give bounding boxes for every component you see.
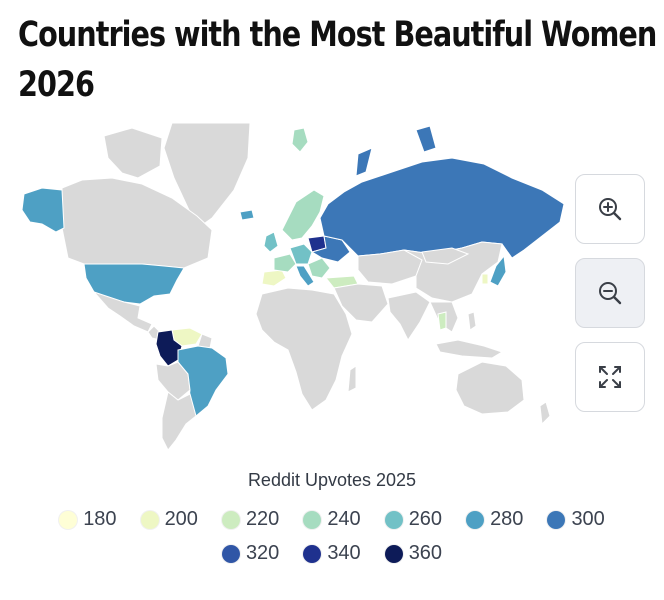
region-middle-east[interactable] (333, 283, 389, 323)
region-thailand[interactable] (437, 311, 447, 331)
legend-label: 280 (490, 508, 524, 530)
region-svalbard[interactable] (291, 127, 309, 153)
region-mongolia[interactable] (421, 247, 470, 265)
legend-item-280[interactable]: 280 (466, 508, 523, 531)
legend-item-360[interactable]: 360 (384, 542, 443, 565)
region-central-europe[interactable] (289, 243, 313, 265)
world-map-svg[interactable] (12, 118, 572, 456)
legend-label: 180 (83, 508, 117, 530)
region-madagascar[interactable] (347, 365, 357, 393)
legend-swatch (59, 510, 78, 529)
legend-swatch (547, 510, 566, 529)
legend-swatch (221, 510, 240, 529)
legend-label: 200 (164, 508, 198, 530)
legend-swatch (221, 544, 240, 563)
region-philippines[interactable] (467, 311, 477, 331)
region-russian-far-east[interactable] (415, 125, 437, 153)
region-novaya-zemlya[interactable] (355, 147, 373, 177)
legend-label: 340 (327, 542, 361, 564)
region-arctic-islands[interactable] (103, 127, 163, 179)
region-canada[interactable] (61, 177, 213, 269)
legend-label: 240 (327, 508, 361, 530)
legend-swatch (303, 544, 322, 563)
zoom-in-icon (599, 198, 622, 221)
region-australia[interactable] (455, 361, 525, 415)
legend-item-180[interactable]: 180 (59, 508, 117, 531)
fullscreen-icon (599, 366, 621, 388)
region-indonesia[interactable] (435, 339, 504, 359)
world-map[interactable] (12, 118, 572, 456)
legend-swatch (466, 510, 485, 529)
legend-title: Reddit Upvotes 2025 (247, 470, 417, 490)
legend-item-220[interactable]: 220 (221, 508, 280, 531)
title-line-2: 2026 (18, 65, 95, 105)
legend-item-340[interactable]: 340 (303, 542, 361, 565)
region-japan[interactable] (489, 254, 507, 287)
region-spain[interactable] (261, 269, 287, 287)
legend-item-320[interactable]: 320 (221, 542, 280, 565)
region-scandinavia[interactable] (281, 189, 325, 241)
legend-row-1: 180 200 220 240 260 280 300 (0, 508, 664, 531)
legend-item-200[interactable]: 200 (140, 508, 198, 531)
legend-swatch (140, 510, 159, 529)
reset-view-button[interactable] (575, 342, 645, 412)
legend-item-300[interactable]: 300 (547, 508, 605, 531)
page-title: Countries with the Most Beautiful Women … (18, 10, 657, 110)
legend-item-240[interactable]: 240 (303, 508, 361, 531)
region-new-zealand[interactable] (539, 401, 551, 426)
region-balkans[interactable] (307, 257, 331, 279)
legend-label: 220 (245, 508, 280, 530)
region-mexico[interactable] (92, 290, 153, 333)
legend-swatch (303, 510, 322, 529)
legend-label: 360 (408, 542, 443, 564)
legend-label: 320 (245, 542, 280, 564)
legend-item-260[interactable]: 260 (384, 508, 443, 531)
zoom-out-button[interactable] (575, 258, 645, 328)
legend-swatch (384, 510, 403, 529)
legend-swatch (384, 544, 403, 563)
region-southern-cone[interactable] (161, 391, 197, 451)
region-france[interactable] (273, 253, 297, 273)
zoom-in-button[interactable] (575, 174, 645, 244)
legend-row-2: 320 340 360 (0, 542, 664, 565)
region-africa[interactable] (255, 287, 353, 411)
title-line-1: Countries with the Most Beautiful Women (18, 15, 657, 55)
region-alaska[interactable] (21, 187, 65, 233)
region-uk[interactable] (263, 231, 279, 253)
region-india[interactable] (387, 291, 431, 341)
legend-label: 260 (408, 508, 443, 530)
zoom-out-icon (599, 282, 622, 305)
region-italy[interactable] (295, 265, 315, 287)
region-iceland[interactable] (239, 209, 255, 221)
region-korea[interactable] (481, 273, 489, 285)
legend-label: 300 (571, 508, 605, 530)
